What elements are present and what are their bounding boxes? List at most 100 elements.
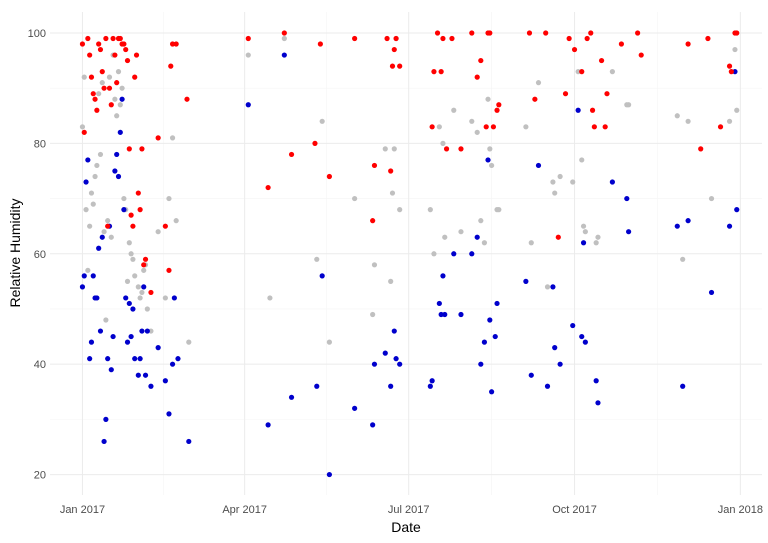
data-point (526, 30, 533, 36)
data-point (544, 383, 551, 389)
data-point (114, 151, 120, 158)
data-point (483, 124, 489, 130)
data-point (580, 223, 587, 229)
data-point (371, 162, 378, 169)
data-point (469, 251, 475, 257)
data-point (478, 57, 484, 64)
x-tick-label: Apr 2017 (222, 504, 267, 516)
data-point (94, 162, 100, 169)
data-point (595, 234, 601, 240)
data-point (112, 168, 118, 174)
data-point (312, 140, 318, 146)
data-point (489, 162, 495, 169)
data-point (117, 102, 123, 108)
data-point (155, 229, 161, 235)
data-point (431, 251, 437, 257)
data-point (557, 173, 563, 180)
data-point (626, 102, 632, 108)
data-point (436, 124, 442, 130)
data-point (81, 273, 87, 279)
data-point (440, 140, 446, 146)
data-point (115, 69, 122, 75)
y-tick-label: 20 (34, 470, 46, 482)
data-point (124, 278, 131, 284)
data-point (155, 135, 161, 141)
data-point (485, 157, 491, 163)
data-point (139, 146, 145, 152)
data-point (166, 411, 172, 417)
data-point (579, 157, 585, 163)
data-point (326, 339, 332, 345)
data-point (114, 113, 120, 119)
data-point (126, 146, 132, 152)
data-point (144, 328, 150, 334)
data-point (85, 267, 91, 273)
data-point (726, 63, 733, 69)
data-point (674, 223, 680, 229)
data-point (734, 107, 740, 113)
data-point (555, 234, 561, 240)
data-point (550, 179, 556, 185)
data-point (317, 41, 323, 47)
data-point (474, 234, 480, 240)
data-point (494, 107, 500, 113)
data-point (108, 234, 114, 240)
data-point (106, 85, 113, 91)
data-point (427, 383, 433, 389)
data-point (434, 30, 441, 36)
data-point (319, 273, 325, 279)
data-point (281, 30, 287, 36)
y-tick-label: 40 (34, 359, 46, 371)
data-point (384, 35, 390, 42)
data-point (734, 207, 740, 213)
data-point (130, 223, 136, 229)
data-point (173, 41, 179, 47)
data-point (451, 251, 457, 257)
data-point (685, 41, 691, 47)
data-point (162, 378, 168, 384)
data-point (635, 30, 641, 36)
data-points (79, 30, 740, 478)
data-point (535, 80, 542, 86)
data-point (133, 52, 140, 58)
data-point (571, 46, 578, 53)
x-axis-title: Date (391, 519, 421, 535)
data-point (87, 52, 93, 58)
data-point (388, 168, 394, 174)
data-point (171, 295, 177, 301)
data-point (110, 333, 116, 340)
data-point (528, 240, 534, 246)
data-point (352, 35, 358, 42)
data-point (87, 223, 93, 229)
data-point (128, 333, 134, 340)
data-point (110, 35, 116, 42)
data-point (85, 157, 91, 163)
data-point (685, 218, 691, 224)
data-point (370, 422, 376, 428)
data-point (575, 69, 581, 75)
data-point (624, 195, 630, 202)
data-point (96, 41, 102, 47)
data-point (698, 146, 704, 152)
data-point (94, 295, 100, 301)
data-point (593, 378, 599, 384)
data-point (314, 256, 320, 262)
data-point (124, 57, 131, 64)
data-point (440, 35, 446, 42)
data-point (598, 57, 605, 64)
data-point (494, 300, 500, 307)
x-tick-label: Jan 2018 (718, 504, 763, 516)
data-point (245, 35, 251, 42)
y-axis-tick-labels: 20 40 60 80 100 (28, 28, 46, 482)
data-point (570, 322, 576, 329)
data-point (114, 80, 120, 86)
data-point (579, 333, 585, 340)
data-point (429, 124, 435, 130)
data-point (281, 35, 287, 42)
data-point (92, 173, 98, 180)
data-point (162, 295, 168, 301)
data-point (393, 35, 399, 42)
data-point (101, 85, 107, 91)
data-point (382, 350, 388, 356)
